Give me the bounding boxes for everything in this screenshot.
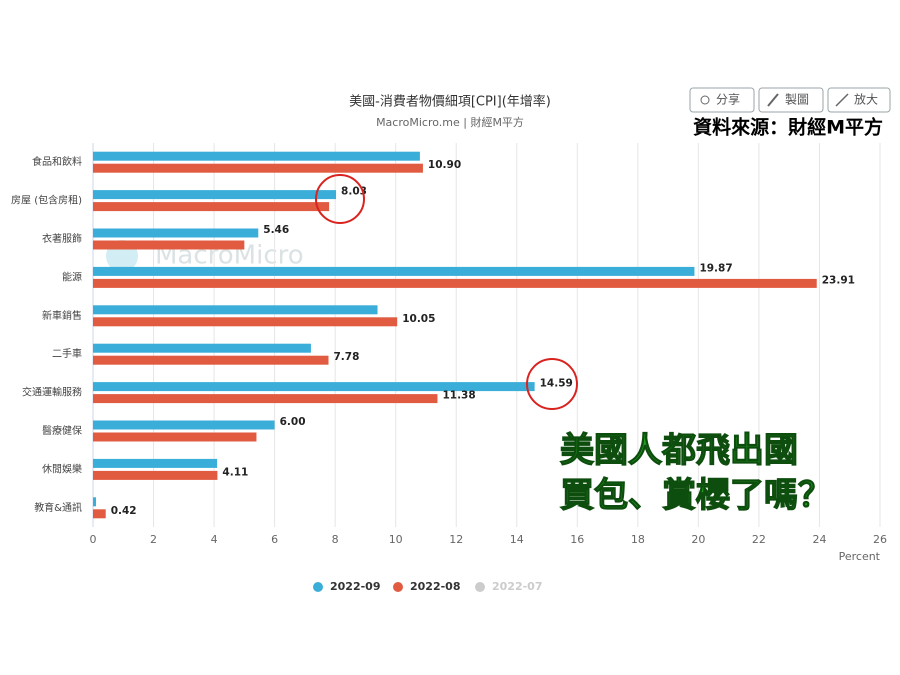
legend-item[interactable]: 2022-07 xyxy=(475,580,543,593)
data-label: 0.42 xyxy=(111,505,137,517)
x-tick-label: 0 xyxy=(90,533,97,546)
bar xyxy=(93,394,438,404)
bar xyxy=(93,432,257,442)
highlight-circle xyxy=(315,174,365,224)
annotation-line: 美國人都飛出國 xyxy=(560,431,798,471)
legend-label[interactable]: 2022-08 xyxy=(410,580,461,593)
bar xyxy=(93,382,535,392)
legend-item[interactable]: 2022-08 xyxy=(393,580,461,593)
data-label: 10.90 xyxy=(428,159,461,171)
share-button[interactable]: 分享 xyxy=(689,87,755,113)
legend-label[interactable]: 2022-09 xyxy=(330,580,381,593)
data-label: 5.46 xyxy=(263,224,289,236)
y-tick-label: 醫療健保 xyxy=(42,424,82,437)
bar xyxy=(93,240,245,250)
x-tick-label: 12 xyxy=(449,533,463,546)
x-tick-label: 16 xyxy=(570,533,584,546)
y-tick-label: 教育&通訊 xyxy=(34,501,82,514)
bar xyxy=(93,497,97,507)
y-tick-label: 衣著服飾 xyxy=(42,232,82,245)
y-tick-label: 新車銷售 xyxy=(42,309,82,322)
y-tick-label: 能源 xyxy=(62,270,82,283)
bar xyxy=(93,151,420,161)
bar xyxy=(93,317,398,327)
bar xyxy=(93,458,218,468)
data-label: 23.91 xyxy=(822,274,855,286)
bar xyxy=(93,355,329,365)
data-label: 19.87 xyxy=(699,262,732,274)
button-label[interactable]: 分享 xyxy=(716,92,740,107)
bar xyxy=(93,420,275,430)
legend-item[interactable]: 2022-09 xyxy=(313,580,381,593)
y-tick-label: 交通運輸服務 xyxy=(22,386,82,399)
bar xyxy=(93,266,695,276)
button-label[interactable]: 放大 xyxy=(854,92,878,107)
bar xyxy=(93,305,378,315)
legend-marker[interactable] xyxy=(475,582,485,592)
highlight-circle xyxy=(526,358,578,410)
data-label: 14.59 xyxy=(540,378,573,390)
legend-label[interactable]: 2022-07 xyxy=(492,580,543,593)
zoom-button[interactable]: 放大 xyxy=(827,87,891,113)
x-tick-label: 8 xyxy=(332,533,339,546)
bar xyxy=(93,190,337,200)
data-label: 4.11 xyxy=(222,466,248,478)
bar xyxy=(93,509,106,519)
x-tick-label: 18 xyxy=(631,533,645,546)
legend-marker[interactable] xyxy=(393,582,403,592)
annotation-line: 買包、賞櫻了嗎？ xyxy=(560,476,832,516)
draw-button[interactable]: 製圖 xyxy=(758,87,824,113)
x-tick-label: 22 xyxy=(752,533,766,546)
x-axis-label: Percent xyxy=(839,550,881,563)
y-tick-label: 食品和飲料 xyxy=(32,155,82,168)
data-label: 10.05 xyxy=(402,313,435,325)
data-label: 8.03 xyxy=(341,186,367,198)
x-tick-label: 6 xyxy=(271,533,278,546)
button-label[interactable]: 製圖 xyxy=(785,93,809,107)
chart-subtitle: MacroMicro.me | 財經M平方 xyxy=(376,115,524,129)
data-label: 6.00 xyxy=(280,416,306,428)
y-tick-label: 休閒娛樂 xyxy=(42,462,82,475)
x-tick-label: 2 xyxy=(150,533,157,546)
legend-marker[interactable] xyxy=(313,582,323,592)
bar xyxy=(93,278,817,288)
chart-title: 美國-消費者物價細項[CPI](年增率) xyxy=(349,94,551,110)
x-tick-label: 20 xyxy=(691,533,705,546)
x-tick-label: 24 xyxy=(812,533,826,546)
x-tick-label: 26 xyxy=(873,533,887,546)
bar xyxy=(93,470,218,480)
x-tick-label: 14 xyxy=(510,533,524,546)
x-tick-label: 10 xyxy=(389,533,403,546)
bar xyxy=(93,163,423,173)
y-tick-label: 房屋 (包含房租) xyxy=(11,194,82,207)
y-tick-label: 二手車 xyxy=(52,347,82,360)
bar xyxy=(93,202,330,212)
source-note: 資料來源：財經M平方 xyxy=(693,116,883,139)
data-label: 7.78 xyxy=(333,351,359,363)
x-tick-label: 4 xyxy=(211,533,218,546)
data-label: 11.38 xyxy=(442,390,475,402)
bar xyxy=(93,228,259,238)
bar xyxy=(93,343,311,353)
